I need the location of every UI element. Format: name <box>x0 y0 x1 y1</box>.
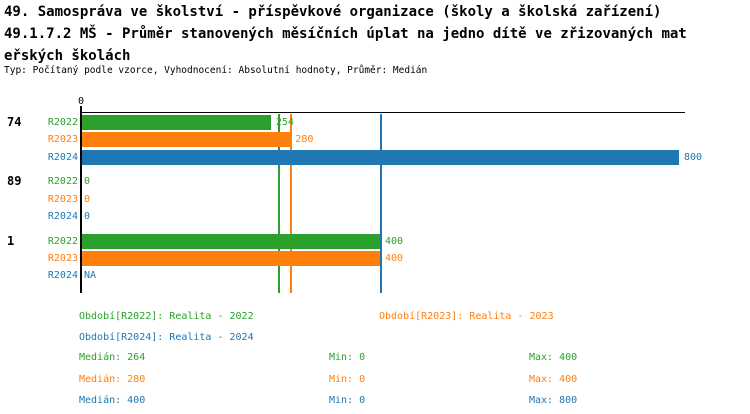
row-label-1-r2023: R2023 <box>47 253 78 265</box>
row-label-89-r2023: R2023 <box>47 193 78 205</box>
bar-value-label-74-r2024: 800 <box>684 151 703 163</box>
row-label-89-r2024: R2024 <box>47 211 78 222</box>
bar-value-label-89-r2022: 0 <box>84 176 91 188</box>
legend-item-r2023: Období[R2023]: Realita - 2023 <box>379 311 554 322</box>
report-subtitle: Typ: Počítaný podle vzorce, Vyhodnocení:… <box>4 65 428 76</box>
stat-median-r2023: Medián: 280 <box>79 374 146 385</box>
stat-max-r2022: Max: 400 <box>529 352 578 363</box>
row-label-89-r2022: R2022 <box>47 176 78 188</box>
median-line-r2024 <box>380 114 382 293</box>
bar-74-r2023 <box>82 132 291 148</box>
bar-value-label-1-r2024: NA <box>84 270 97 282</box>
bar-74-r2024 <box>82 149 679 165</box>
bar-value-label-74-r2023: 280 <box>295 134 314 146</box>
y-axis-line <box>80 106 82 293</box>
bar-value-label-1-r2022: 400 <box>385 235 404 247</box>
bar-value-label-89-r2024: 0 <box>84 211 91 222</box>
row-label-1-r2024: R2024 <box>47 270 78 282</box>
stat-max-r2024: Max: 800 <box>529 395 578 406</box>
row-label-74-r2024: R2024 <box>47 151 78 163</box>
legend-item-r2024: Období[R2024]: Realita - 2024 <box>79 332 254 343</box>
legend-item-r2022: Období[R2022]: Realita - 2022 <box>79 311 254 322</box>
row-label-74-r2023: R2023 <box>47 134 78 146</box>
row-label-74-r2022: R2022 <box>47 117 78 128</box>
stat-min-r2023: Min: 0 <box>329 374 366 385</box>
x-axis-line <box>81 112 685 113</box>
group-label-1: 1 <box>7 233 15 248</box>
report-title-line-1: 49. Samospráva ve školství - příspěvkové… <box>4 4 662 20</box>
stat-min-r2022: Min: 0 <box>329 352 366 363</box>
stat-median-r2024: Medián: 400 <box>79 395 146 406</box>
report-title-line-2: 49.1.7.2 MŠ - Průměr stanovených měsíční… <box>4 26 687 42</box>
bar-74-r2022 <box>82 115 271 130</box>
median-line-r2023 <box>290 114 292 293</box>
chart-plot: 0 74 R2022 254 R2023 280 R2024 800 89 R2022 0 R202… <box>7 96 703 293</box>
bar-value-label-1-r2023: 400 <box>385 253 404 265</box>
bar-value-label-74-r2022: 254 <box>275 117 294 128</box>
group-label-89: 89 <box>7 174 22 189</box>
bar-value-label-89-r2023: 0 <box>84 193 91 205</box>
stat-median-r2022: Medián: 264 <box>79 352 146 363</box>
stat-max-r2023: Max: 400 <box>529 374 578 385</box>
x-axis-origin-tick-label: 0 <box>77 96 85 107</box>
median-line-r2022 <box>278 114 280 293</box>
row-label-1-r2022: R2022 <box>47 235 78 247</box>
stat-min-r2024: Min: 0 <box>329 395 366 406</box>
report-title-line-3: eřských školách <box>4 48 131 64</box>
bar-1-r2022 <box>82 233 380 249</box>
group-label-74: 74 <box>7 115 22 129</box>
bar-1-r2023 <box>82 251 380 267</box>
